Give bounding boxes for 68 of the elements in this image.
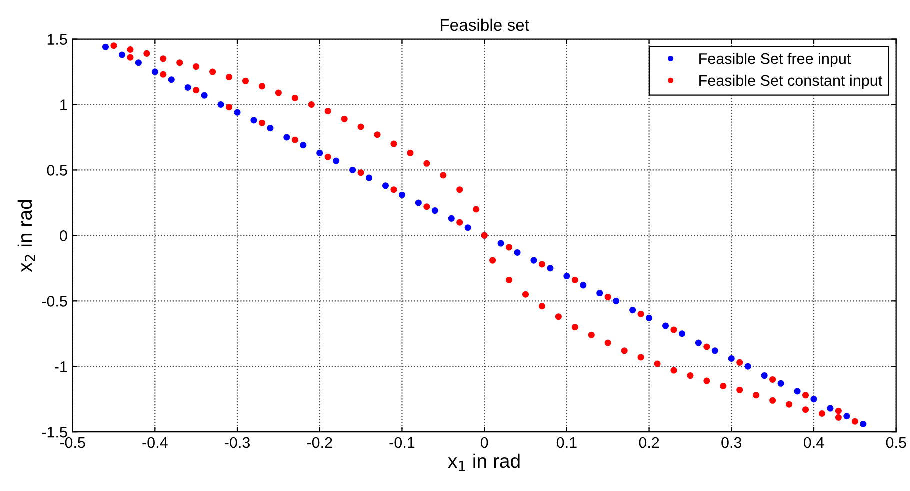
x-tick-label: 0.2 — [639, 437, 660, 448]
point — [398, 192, 406, 198]
point — [184, 84, 192, 91]
chart-title: Feasible set — [441, 18, 530, 32]
point — [844, 413, 850, 420]
point — [201, 92, 208, 99]
point — [498, 240, 504, 247]
point — [662, 322, 670, 330]
x-tick-label: 0.3 — [722, 437, 742, 448]
point — [514, 249, 521, 256]
point — [860, 420, 867, 428]
point — [761, 372, 768, 380]
x-tick-label: -0.2 — [307, 437, 332, 448]
point — [415, 200, 422, 206]
x-tick-label: -0.3 — [225, 437, 250, 448]
point — [250, 117, 258, 124]
point — [300, 142, 307, 149]
point — [580, 282, 587, 289]
point — [464, 224, 472, 232]
point — [284, 134, 290, 141]
y-tick-label: 1 — [60, 100, 68, 110]
point — [432, 208, 438, 214]
y-axis-title: x$_{2}$ in rad — [18, 200, 36, 272]
point — [152, 68, 158, 76]
point — [530, 257, 538, 264]
point — [333, 158, 340, 164]
point — [382, 182, 390, 190]
point — [613, 298, 620, 304]
point — [827, 405, 834, 412]
point — [728, 356, 735, 362]
x-tick-label: 0.4 — [804, 437, 824, 448]
point — [712, 348, 718, 354]
point — [744, 363, 752, 370]
point — [646, 314, 653, 322]
x-tick-label: 0.5 — [886, 437, 906, 448]
point — [350, 166, 356, 174]
x-tick-label: 0.1 — [556, 437, 577, 448]
point — [102, 44, 109, 50]
y-tick-label: 0.5 — [47, 165, 68, 176]
point — [316, 150, 324, 156]
point — [695, 340, 702, 346]
x-tick-label: -0.1 — [390, 437, 415, 448]
point — [366, 174, 373, 182]
point — [778, 380, 784, 387]
point — [630, 307, 636, 314]
y-tick-label: 0 — [60, 230, 68, 242]
point — [596, 290, 604, 297]
point — [448, 215, 455, 222]
y-tick-label: 1.5 — [48, 34, 68, 45]
point — [168, 76, 175, 84]
y-tick-label: -1.5 — [42, 427, 68, 438]
x-tick-label: -0.4 — [142, 437, 168, 448]
point — [234, 109, 241, 116]
x-axis-title: x$_{1}$ in rad — [448, 454, 520, 472]
point — [118, 52, 126, 58]
point — [547, 265, 554, 272]
y-tick-label: -1 — [55, 362, 68, 372]
point — [678, 330, 686, 338]
point — [564, 273, 570, 280]
x-tick-label: 0 — [480, 437, 488, 448]
legend-label: Feasible Set constant input — [700, 74, 882, 90]
y-tick-label: -0.5 — [42, 296, 68, 307]
point — [267, 125, 274, 132]
point — [135, 60, 142, 66]
legend-label: Feasible Set free input — [700, 53, 852, 68]
point — [794, 388, 801, 395]
point — [218, 101, 224, 108]
point — [810, 396, 818, 403]
